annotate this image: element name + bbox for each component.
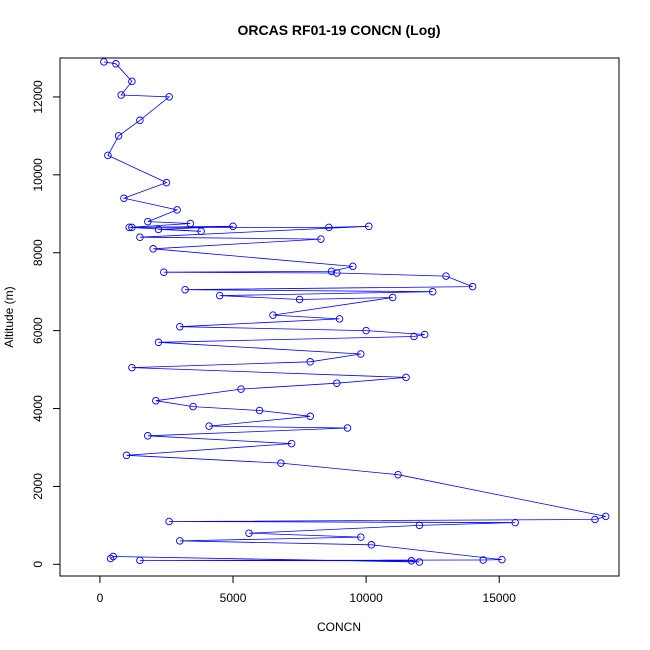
data-point — [100, 58, 108, 66]
data-point — [402, 373, 410, 382]
data-point — [125, 223, 133, 232]
data-point — [109, 552, 117, 561]
data-point — [173, 206, 181, 214]
x-tick-label: 0 — [97, 591, 104, 605]
data-point — [122, 451, 131, 460]
y-axis-label: Altitude (m) — [2, 286, 16, 347]
data-point — [128, 363, 136, 372]
data-point — [479, 556, 487, 564]
data-point — [128, 77, 136, 86]
data-point — [306, 358, 314, 366]
data-point — [112, 60, 120, 68]
data-point — [349, 262, 357, 271]
data-point — [415, 521, 424, 530]
data-point — [442, 272, 450, 280]
data-point — [410, 332, 418, 341]
data-point — [186, 219, 195, 228]
data-point — [136, 116, 144, 125]
data-point — [333, 379, 341, 387]
data-point — [106, 554, 115, 563]
data-point — [591, 515, 599, 524]
data-point — [343, 424, 352, 432]
data-point — [287, 439, 296, 448]
y-tick-label: 12000 — [31, 80, 45, 114]
data-point — [136, 233, 144, 241]
y-tick-label: 4000 — [31, 395, 45, 422]
data-point — [237, 385, 245, 393]
y-axis: 0 2000 4000 6000 8000 10000 12000 — [31, 80, 61, 568]
data-point — [229, 222, 237, 231]
data-point — [165, 517, 173, 526]
data-point — [365, 222, 373, 231]
data-point — [160, 268, 168, 276]
data-point — [104, 151, 112, 160]
data-point — [498, 555, 506, 564]
x-tick-label: 5000 — [220, 591, 247, 605]
data-point — [335, 315, 344, 323]
data-point — [394, 470, 402, 479]
data-point — [295, 295, 304, 304]
x-tick-label: 15000 — [483, 591, 517, 605]
x-axis-label: CONCN — [317, 620, 361, 634]
data-point — [176, 537, 184, 545]
data-point — [245, 529, 253, 537]
data-point — [317, 235, 325, 243]
data-point — [420, 330, 429, 339]
data-point — [277, 459, 285, 467]
y-tick-label: 0 — [31, 561, 45, 568]
data-point — [154, 225, 163, 234]
data-point — [205, 422, 213, 430]
data-point — [357, 533, 365, 541]
data-point — [128, 223, 136, 232]
data-point — [357, 350, 365, 358]
y-tick-label: 2000 — [31, 473, 45, 500]
data-point — [367, 541, 376, 549]
data-point — [114, 132, 123, 140]
data-point — [136, 556, 144, 565]
data-point — [362, 326, 370, 335]
chart-title: ORCAS RF01-19 CONCN (Log) — [237, 22, 440, 38]
data-point — [269, 311, 277, 319]
data-point — [415, 558, 424, 566]
data-point — [197, 227, 205, 236]
data-point — [149, 245, 157, 253]
x-tick-label: 10000 — [349, 591, 383, 605]
data-point — [144, 432, 152, 440]
x-axis: 0 5000 10000 15000 — [97, 575, 517, 605]
data-point — [189, 402, 197, 411]
data-point — [117, 91, 125, 99]
data-point — [468, 282, 477, 291]
data-point — [120, 194, 128, 202]
data-point — [255, 406, 264, 415]
data-point — [428, 287, 437, 296]
data-point — [306, 412, 314, 421]
data-point — [333, 269, 341, 277]
y-tick-label: 8000 — [31, 239, 45, 266]
data-point — [181, 285, 189, 294]
data-point — [152, 396, 160, 405]
series-line — [103, 61, 606, 563]
y-tick-label: 10000 — [31, 158, 45, 192]
data-point — [511, 518, 519, 527]
data-point — [407, 557, 416, 565]
data-point — [162, 178, 171, 187]
data-point — [176, 322, 184, 331]
data-point — [215, 291, 224, 300]
data-point — [601, 512, 610, 521]
data-point — [388, 293, 397, 302]
data-point — [325, 223, 333, 232]
data-layer — [100, 58, 610, 566]
data-point — [144, 217, 152, 226]
y-tick-label: 6000 — [31, 317, 45, 344]
data-point — [165, 93, 173, 101]
data-point — [327, 267, 336, 276]
data-point — [154, 338, 163, 347]
